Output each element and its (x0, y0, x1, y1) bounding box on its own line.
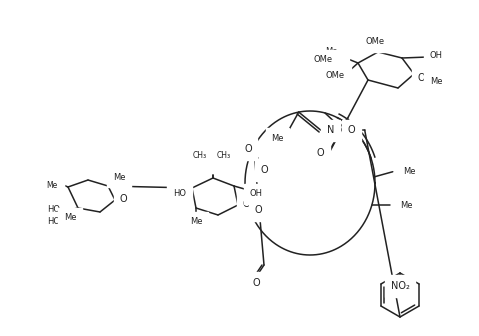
Text: Me: Me (403, 167, 415, 176)
Text: O: O (243, 199, 251, 209)
Text: O: O (316, 148, 324, 158)
Text: O: O (120, 194, 127, 204)
Text: O: O (335, 52, 343, 62)
Text: OH: OH (250, 190, 263, 199)
Text: O: O (244, 144, 252, 154)
Text: O: O (255, 205, 262, 215)
Text: O: O (260, 165, 268, 175)
Text: Me: Me (47, 180, 58, 190)
Text: Me: Me (326, 47, 338, 56)
Text: Me: Me (271, 134, 284, 142)
Text: CH₃: CH₃ (193, 151, 207, 160)
Text: Me: Me (400, 201, 412, 210)
Text: HO: HO (173, 188, 186, 198)
Text: NO₂: NO₂ (390, 281, 410, 291)
Text: O: O (348, 125, 355, 135)
Text: Me: Me (430, 78, 443, 86)
Text: O: O (252, 278, 260, 288)
Text: OMe: OMe (326, 71, 345, 80)
Text: Me: Me (190, 217, 202, 226)
Text: OMe: OMe (314, 55, 333, 65)
Text: CH₃: CH₃ (217, 151, 231, 160)
Text: Me: Me (113, 172, 125, 181)
Text: N: N (209, 157, 217, 167)
Text: HO: HO (47, 206, 60, 214)
Text: N(CH₃)₂: N(CH₃)₂ (197, 159, 229, 168)
Text: OH: OH (430, 50, 443, 59)
Text: Me: Me (64, 213, 76, 222)
Text: N: N (327, 125, 334, 135)
Text: OMe: OMe (365, 38, 385, 46)
Text: Me: Me (46, 178, 58, 187)
Text: O: O (418, 73, 426, 83)
Text: HO: HO (47, 217, 60, 226)
